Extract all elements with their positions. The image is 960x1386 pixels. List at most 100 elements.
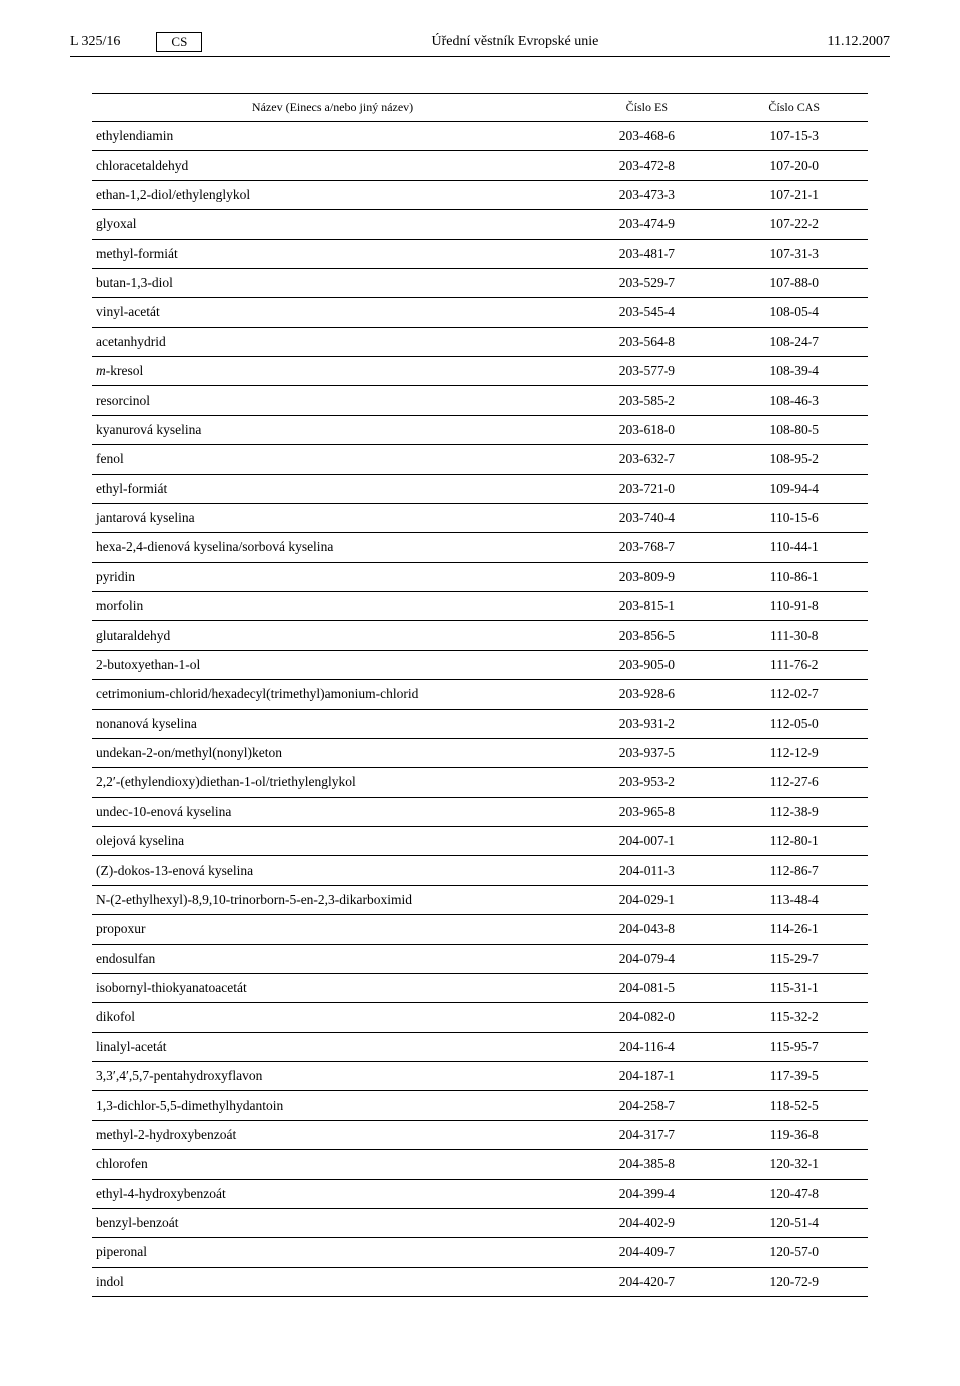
cell-name: jantarová kyselina bbox=[92, 503, 573, 532]
table-row: hexa-2,4-dienová kyselina/sorbová kyseli… bbox=[92, 533, 868, 562]
cell-es: 204-043-8 bbox=[573, 915, 720, 944]
table-row: endosulfan204-079-4115-29-7 bbox=[92, 944, 868, 973]
cell-cas: 112-86-7 bbox=[721, 856, 868, 885]
table-row: morfolin203-815-1110-91-8 bbox=[92, 592, 868, 621]
cell-es: 204-081-5 bbox=[573, 973, 720, 1002]
cell-es: 204-399-4 bbox=[573, 1179, 720, 1208]
cell-es: 203-953-2 bbox=[573, 768, 720, 797]
cell-es: 204-420-7 bbox=[573, 1267, 720, 1296]
table-row: jantarová kyselina203-740-4110-15-6 bbox=[92, 503, 868, 532]
table-row: 3,3′,4′,5,7-pentahydroxyflavon204-187-11… bbox=[92, 1062, 868, 1091]
table-row: resorcinol203-585-2108-46-3 bbox=[92, 386, 868, 415]
cell-cas: 108-46-3 bbox=[721, 386, 868, 415]
table-row: olejová kyselina204-007-1112-80-1 bbox=[92, 827, 868, 856]
table-row: benzyl-benzoát204-402-9120-51-4 bbox=[92, 1208, 868, 1237]
cell-cas: 110-44-1 bbox=[721, 533, 868, 562]
cell-cas: 112-27-6 bbox=[721, 768, 868, 797]
table-row: ethylendiamin203-468-6107-15-3 bbox=[92, 122, 868, 151]
cell-es: 204-011-3 bbox=[573, 856, 720, 885]
table-row: pyridin203-809-9110-86-1 bbox=[92, 562, 868, 591]
cell-name: 1,3-dichlor-5,5-dimethylhydantoin bbox=[92, 1091, 573, 1120]
cell-cas: 110-15-6 bbox=[721, 503, 868, 532]
cell-name: (Z)-dokos-13-enová kyselina bbox=[92, 856, 573, 885]
col-header-name: Název (Einecs a/nebo jiný název) bbox=[92, 94, 573, 122]
cell-es: 203-632-7 bbox=[573, 445, 720, 474]
cell-name: butan-1,3-diol bbox=[92, 268, 573, 297]
cell-es: 204-079-4 bbox=[573, 944, 720, 973]
cell-name: endosulfan bbox=[92, 944, 573, 973]
language-code: CS bbox=[156, 32, 202, 52]
cell-name: glutaraldehyd bbox=[92, 621, 573, 650]
cell-name: 2,2′-(ethylendioxy)diethan-1-ol/triethyl… bbox=[92, 768, 573, 797]
cell-cas: 114-26-1 bbox=[721, 915, 868, 944]
table-row: indol204-420-7120-72-9 bbox=[92, 1267, 868, 1296]
table-row: (Z)-dokos-13-enová kyselina204-011-3112-… bbox=[92, 856, 868, 885]
cell-cas: 110-91-8 bbox=[721, 592, 868, 621]
cell-cas: 118-52-5 bbox=[721, 1091, 868, 1120]
table-row: dikofol204-082-0115-32-2 bbox=[92, 1003, 868, 1032]
table-row: chlorofen204-385-8120-32-1 bbox=[92, 1150, 868, 1179]
cell-es: 204-402-9 bbox=[573, 1208, 720, 1237]
table-row: butan-1,3-diol203-529-7107-88-0 bbox=[92, 268, 868, 297]
cell-name: ethyl-formiát bbox=[92, 474, 573, 503]
cell-cas: 120-72-9 bbox=[721, 1267, 868, 1296]
cell-name: chloracetaldehyd bbox=[92, 151, 573, 180]
cell-cas: 112-12-9 bbox=[721, 738, 868, 767]
cell-es: 203-481-7 bbox=[573, 239, 720, 268]
cell-cas: 112-38-9 bbox=[721, 797, 868, 826]
cell-cas: 119-36-8 bbox=[721, 1120, 868, 1149]
cell-name: hexa-2,4-dienová kyselina/sorbová kyseli… bbox=[92, 533, 573, 562]
cell-cas: 117-39-5 bbox=[721, 1062, 868, 1091]
table-container: Název (Einecs a/nebo jiný název) Číslo E… bbox=[70, 93, 890, 1297]
table-row: piperonal204-409-7120-57-0 bbox=[92, 1238, 868, 1267]
cell-cas: 108-95-2 bbox=[721, 445, 868, 474]
cell-es: 204-187-1 bbox=[573, 1062, 720, 1091]
cell-name: dikofol bbox=[92, 1003, 573, 1032]
cell-es: 204-082-0 bbox=[573, 1003, 720, 1032]
header-left: L 325/16 CS bbox=[70, 32, 202, 52]
table-row: undec-10-enová kyselina203-965-8112-38-9 bbox=[92, 797, 868, 826]
cell-es: 203-585-2 bbox=[573, 386, 720, 415]
table-row: ethyl-formiát203-721-0109-94-4 bbox=[92, 474, 868, 503]
cell-cas: 108-24-7 bbox=[721, 327, 868, 356]
cell-es: 204-029-1 bbox=[573, 885, 720, 914]
cell-name: olejová kyselina bbox=[92, 827, 573, 856]
cell-es: 203-472-8 bbox=[573, 151, 720, 180]
cell-name: piperonal bbox=[92, 1238, 573, 1267]
cell-es: 203-474-9 bbox=[573, 210, 720, 239]
cell-cas: 108-80-5 bbox=[721, 415, 868, 444]
table-row: nonanová kyselina203-931-2112-05-0 bbox=[92, 709, 868, 738]
table-row: vinyl-acetát203-545-4108-05-4 bbox=[92, 298, 868, 327]
page: L 325/16 CS Úřední věstník Evropské unie… bbox=[0, 0, 960, 1337]
cell-es: 204-317-7 bbox=[573, 1120, 720, 1149]
cell-es: 203-905-0 bbox=[573, 650, 720, 679]
table-row: 2-butoxyethan-1-ol203-905-0111-76-2 bbox=[92, 650, 868, 679]
cell-name: vinyl-acetát bbox=[92, 298, 573, 327]
cell-cas: 120-47-8 bbox=[721, 1179, 868, 1208]
table-row: acetanhydrid203-564-8108-24-7 bbox=[92, 327, 868, 356]
cell-name: chlorofen bbox=[92, 1150, 573, 1179]
cell-name: propoxur bbox=[92, 915, 573, 944]
cell-name: N-(2-ethylhexyl)-8,9,10-trinorborn-5-en-… bbox=[92, 885, 573, 914]
cell-es: 203-618-0 bbox=[573, 415, 720, 444]
cell-cas: 112-05-0 bbox=[721, 709, 868, 738]
cell-es: 203-545-4 bbox=[573, 298, 720, 327]
page-header: L 325/16 CS Úřední věstník Evropské unie… bbox=[70, 32, 890, 57]
table-row: kyanurová kyselina203-618-0108-80-5 bbox=[92, 415, 868, 444]
cell-cas: 107-20-0 bbox=[721, 151, 868, 180]
cell-name: morfolin bbox=[92, 592, 573, 621]
table-row: isobornyl-thiokyanatoacetát204-081-5115-… bbox=[92, 973, 868, 1002]
cell-cas: 115-95-7 bbox=[721, 1032, 868, 1061]
table-row: linalyl-acetát204-116-4115-95-7 bbox=[92, 1032, 868, 1061]
cell-es: 203-815-1 bbox=[573, 592, 720, 621]
cell-cas: 107-31-3 bbox=[721, 239, 868, 268]
cell-name: 3,3′,4′,5,7-pentahydroxyflavon bbox=[92, 1062, 573, 1091]
table-row: cetrimonium-chlorid/hexadecyl(trimethyl)… bbox=[92, 680, 868, 709]
cell-name: nonanová kyselina bbox=[92, 709, 573, 738]
table-row: methyl-formiát203-481-7107-31-3 bbox=[92, 239, 868, 268]
cell-cas: 115-31-1 bbox=[721, 973, 868, 1002]
cell-es: 203-473-3 bbox=[573, 180, 720, 209]
cell-es: 204-258-7 bbox=[573, 1091, 720, 1120]
cell-cas: 120-57-0 bbox=[721, 1238, 868, 1267]
cell-name: pyridin bbox=[92, 562, 573, 591]
